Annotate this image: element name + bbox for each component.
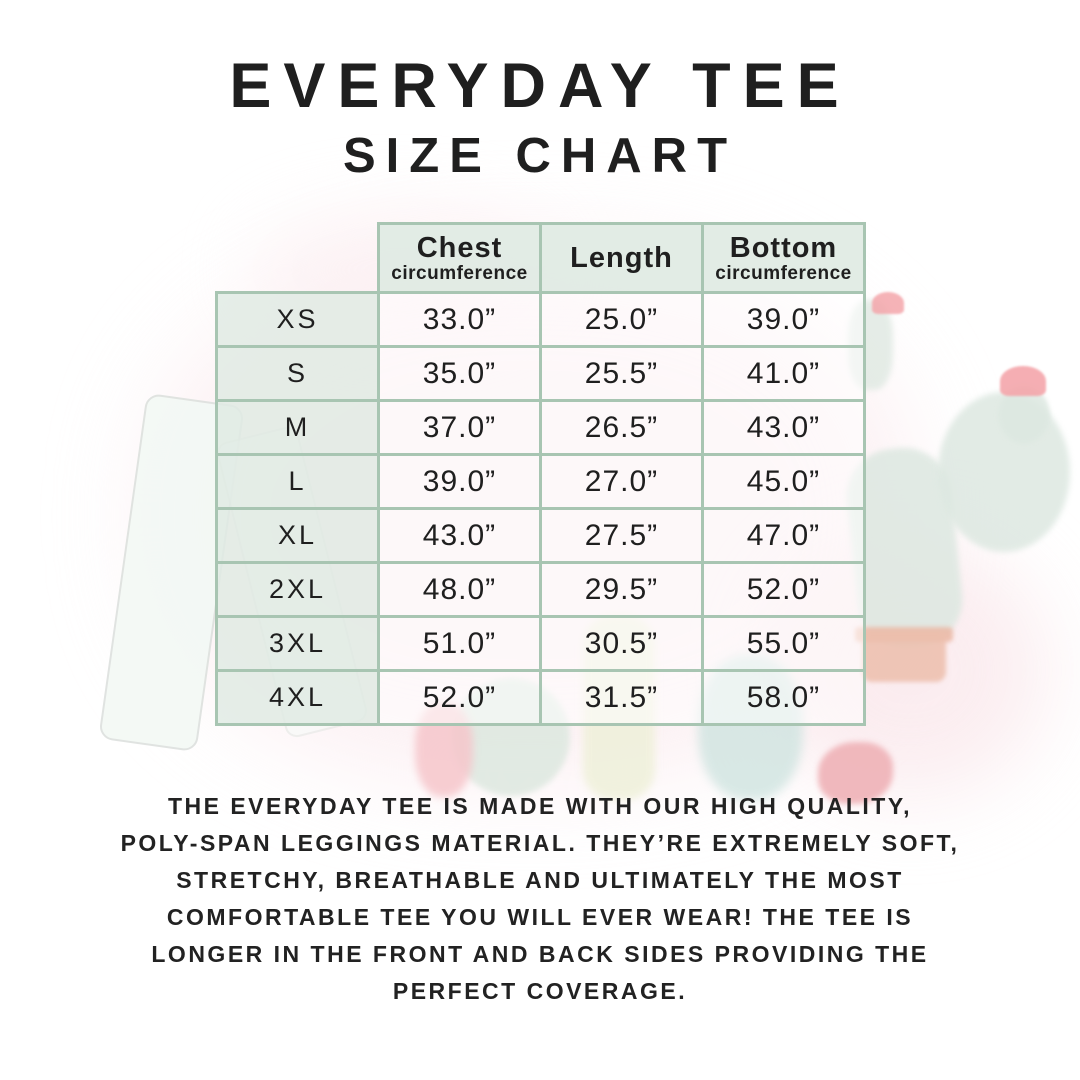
description-line: THE EVERYDAY TEE IS MADE WITH OUR HIGH Q… xyxy=(167,793,913,819)
col-header-sublabel: circumference xyxy=(715,262,852,284)
description-line: LONGER IN THE FRONT AND BACK SIDES PROVI… xyxy=(151,941,929,967)
bottom-cell: 47.0” xyxy=(701,507,866,564)
length-cell: 25.5” xyxy=(539,345,704,402)
description-text: THE EVERYDAY TEE IS MADE WITH OUR HIGH Q… xyxy=(0,788,1080,1010)
watermark-flower-small xyxy=(872,292,904,314)
bottom-cell: 52.0” xyxy=(701,561,866,618)
chest-cell: 35.0” xyxy=(377,345,542,402)
chest-cell: 37.0” xyxy=(377,399,542,456)
table-row-s: S 35.0” 25.5” 41.0” xyxy=(215,345,866,402)
page-title: EVERYDAY TEE xyxy=(229,51,851,121)
chest-cell: 51.0” xyxy=(377,615,542,672)
size-cell: 2XL xyxy=(215,561,380,618)
length-cell: 29.5” xyxy=(539,561,704,618)
table-row-xl: XL 43.0” 27.5” 47.0” xyxy=(215,507,866,564)
description-line: COMFORTABLE TEE YOU WILL EVER WEAR! THE … xyxy=(166,904,914,930)
corner-cell xyxy=(217,224,379,293)
table-row-3xl: 3XL 51.0” 30.5” 55.0” xyxy=(215,615,866,672)
table-row-xs: XS 33.0” 25.0” 39.0” xyxy=(215,291,866,348)
bottom-cell: 55.0” xyxy=(701,615,866,672)
bottom-cell: 43.0” xyxy=(701,399,866,456)
length-cell: 27.5” xyxy=(539,507,704,564)
length-cell: 25.0” xyxy=(539,291,704,348)
size-table: Chest circumference Length Bottom circum… xyxy=(215,222,866,726)
size-cell: M xyxy=(215,399,380,456)
chest-cell: 33.0” xyxy=(377,291,542,348)
watermark-cactus-flower xyxy=(1000,366,1046,396)
col-header-label: Chest xyxy=(416,231,503,264)
size-cell: XL xyxy=(215,507,380,564)
watermark-pot xyxy=(862,632,946,682)
col-header-length: Length xyxy=(539,222,704,294)
length-cell: 27.0” xyxy=(539,453,704,510)
description-line: PERFECT COVERAGE. xyxy=(392,978,688,1004)
size-cell: 4XL xyxy=(215,669,380,726)
table-row-l: L 39.0” 27.0” 45.0” xyxy=(215,453,866,510)
bottom-cell: 45.0” xyxy=(701,453,866,510)
size-cell: S xyxy=(215,345,380,402)
col-header-chest: Chest circumference xyxy=(377,222,542,294)
length-cell: 31.5” xyxy=(539,669,704,726)
length-cell: 30.5” xyxy=(539,615,704,672)
col-header-bottom: Bottom circumference xyxy=(701,222,866,294)
table-row-2xl: 2XL 48.0” 29.5” 52.0” xyxy=(215,561,866,618)
table-row-4xl: 4XL 52.0” 31.5” 58.0” xyxy=(215,669,866,726)
col-header-label: Bottom xyxy=(729,231,838,264)
size-cell: 3XL xyxy=(215,615,380,672)
chest-cell: 48.0” xyxy=(377,561,542,618)
bottom-cell: 41.0” xyxy=(701,345,866,402)
chest-cell: 52.0” xyxy=(377,669,542,726)
chest-cell: 43.0” xyxy=(377,507,542,564)
bottom-cell: 58.0” xyxy=(701,669,866,726)
size-cell: L xyxy=(215,453,380,510)
col-header-sublabel: circumference xyxy=(391,262,528,284)
col-header-label: Length xyxy=(570,241,673,274)
description-line: STRETCHY, BREATHABLE AND ULTIMATELY THE … xyxy=(176,867,904,893)
page-subtitle: SIZE CHART xyxy=(343,129,737,183)
header-row: Chest circumference Length Bottom circum… xyxy=(217,222,866,294)
size-cell: XS xyxy=(215,291,380,348)
description-line: POLY-SPAN LEGGINGS MATERIAL. THEY’RE EXT… xyxy=(120,830,960,856)
length-cell: 26.5” xyxy=(539,399,704,456)
chest-cell: 39.0” xyxy=(377,453,542,510)
table-row-m: M 37.0” 26.5” 43.0” xyxy=(215,399,866,456)
watermark-red-flower xyxy=(818,742,893,804)
bottom-cell: 39.0” xyxy=(701,291,866,348)
